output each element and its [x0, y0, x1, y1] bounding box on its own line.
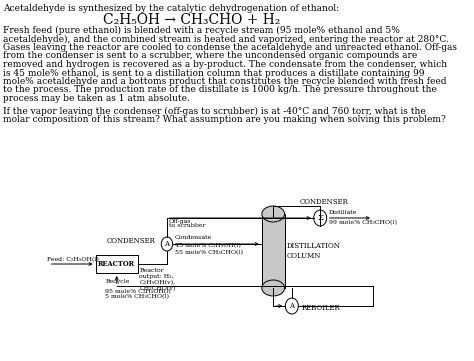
Text: molar composition of this stream? What assumption are you making when solving th: molar composition of this stream? What a…	[3, 115, 446, 124]
Circle shape	[285, 298, 298, 314]
Text: If the vapor leaving the condenser (off-gas to scrubber) is at -40°C and 760 tor: If the vapor leaving the condenser (off-…	[3, 106, 426, 116]
Text: A: A	[289, 302, 294, 310]
Bar	[262, 214, 284, 288]
Text: 5 mole% CH₃CHO(l): 5 mole% CH₃CHO(l)	[105, 294, 169, 299]
Ellipse shape	[262, 206, 284, 222]
Text: to scrubber: to scrubber	[169, 223, 205, 228]
Text: to the process. The production rate of the distillate is 1000 kg/h. The pressure: to the process. The production rate of t…	[3, 86, 437, 95]
Text: 55 mole% CH₃CHO(l): 55 mole% CH₃CHO(l)	[175, 250, 243, 255]
Text: Reactor
output: H₂,
C₂H₅OH(v),
CH₃CHO(v): Reactor output: H₂, C₂H₅OH(v), CH₃CHO(v)	[139, 268, 176, 291]
Text: REBOILER: REBOILER	[301, 304, 340, 312]
Text: CONDENSER: CONDENSER	[300, 198, 349, 206]
Text: acetaldehyde), and the combined stream is heated and vaporized, entering the rea: acetaldehyde), and the combined stream i…	[3, 35, 449, 44]
Text: 45 mole% C₂H₅OH(l): 45 mole% C₂H₅OH(l)	[175, 243, 241, 248]
Text: Off-gas: Off-gas	[169, 219, 191, 224]
Text: Acetaldehyde is synthesized by the catalytic dehydrogenation of ethanol:: Acetaldehyde is synthesized by the catal…	[3, 4, 339, 13]
Ellipse shape	[262, 280, 284, 296]
Text: is 45 mole% ethanol, is sent to a distillation column that produces a distillate: is 45 mole% ethanol, is sent to a distil…	[3, 69, 425, 78]
Bar	[96, 255, 138, 273]
Text: Recycle: Recycle	[105, 279, 130, 284]
Text: Feed: C₂H₅OH(l): Feed: C₂H₅OH(l)	[47, 257, 99, 262]
Circle shape	[161, 237, 173, 251]
Text: 95 mole% C₂H₅OH(l): 95 mole% C₂H₅OH(l)	[105, 289, 170, 294]
Text: 99 mole% CH₃CHO(l): 99 mole% CH₃CHO(l)	[329, 220, 397, 225]
Text: Condensate: Condensate	[175, 235, 212, 240]
Text: Gases leaving the reactor are cooled to condense the acetaldehyde and unreacted : Gases leaving the reactor are cooled to …	[3, 43, 457, 52]
Text: process may be taken as 1 atm absolute.: process may be taken as 1 atm absolute.	[3, 94, 190, 103]
Text: removed and hydrogen is recovered as a by-product. The condensate from the conde: removed and hydrogen is recovered as a b…	[3, 60, 447, 69]
Text: Distillate: Distillate	[329, 210, 357, 215]
Circle shape	[314, 210, 327, 226]
Text: C₂H₅OH → CH₃CHO + H₂: C₂H₅OH → CH₃CHO + H₂	[103, 13, 281, 27]
Text: REACTOR: REACTOR	[98, 260, 135, 268]
Text: Σ: Σ	[317, 214, 323, 222]
Text: Fresh feed (pure ethanol) is blended with a recycle stream (95 mole% ethanol and: Fresh feed (pure ethanol) is blended wit…	[3, 26, 400, 35]
Text: DISTILLATION
COLUMN: DISTILLATION COLUMN	[287, 242, 341, 260]
Text: A: A	[164, 240, 170, 248]
Text: mole% acetaldehyde and a bottoms product that constitutes the recycle blended wi: mole% acetaldehyde and a bottoms product…	[3, 77, 447, 86]
Text: from the condenser is sent to a scrubber, where the uncondensed organic compound: from the condenser is sent to a scrubber…	[3, 52, 418, 61]
Text: CONDENSER: CONDENSER	[107, 237, 155, 245]
